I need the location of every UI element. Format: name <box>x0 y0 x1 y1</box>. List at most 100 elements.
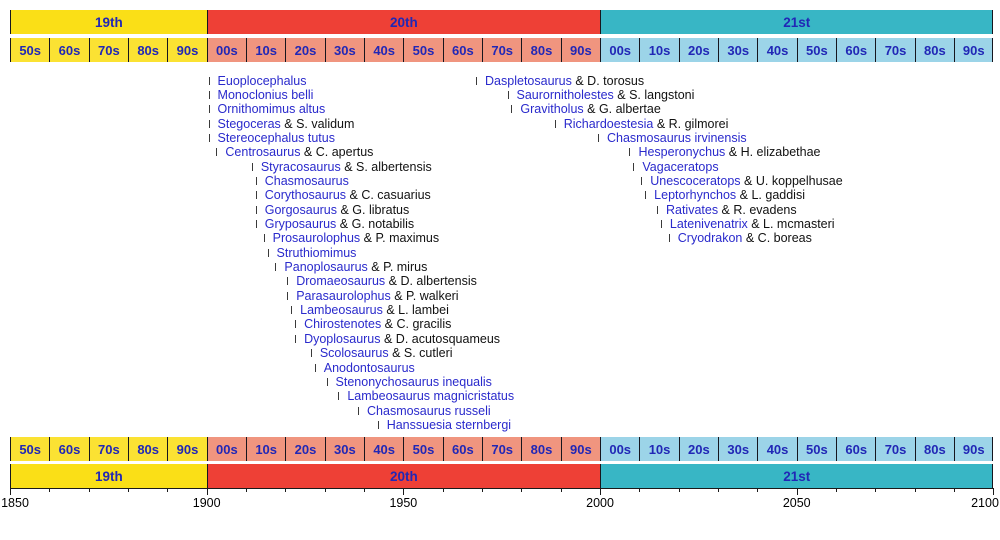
taxon-link[interactable]: Scolosaurus <box>319 346 389 361</box>
year-tick-icon <box>656 205 658 214</box>
taxon-species: & L. lambei <box>382 303 449 318</box>
taxon-link[interactable]: Dyoplosaurus <box>304 331 381 346</box>
axis-minor-tick <box>442 488 444 492</box>
decade-label: 90s <box>570 42 592 58</box>
decade-cell: 10s <box>639 38 679 62</box>
decade-cell: 70s <box>482 437 522 461</box>
year-tick-icon <box>597 133 599 142</box>
taxon-entry: Lambeosaurus & L. lambei <box>291 303 449 317</box>
decade-label: 60s <box>58 441 81 457</box>
decade-cell: 30s <box>718 437 758 461</box>
taxon-entry: Vagaceratops <box>633 159 719 174</box>
taxon-link[interactable]: Chirostenotes <box>304 317 382 332</box>
taxon-link[interactable]: Monoclonius belli <box>217 87 314 102</box>
taxon-link[interactable]: Saurornitholestes <box>516 87 614 102</box>
axis-minor-tick <box>482 488 484 492</box>
taxon-entry: Latenivenatrix & L. mcmasteri <box>660 217 835 231</box>
taxon-link[interactable]: Lambeosaurus <box>300 303 383 318</box>
taxon-entry: Dyoplosaurus & D. acutosquameus <box>295 332 500 346</box>
axis-minor-tick <box>718 488 720 492</box>
taxon-species: & U. koppelhusae <box>740 173 843 188</box>
taxon-species: & G. libratus <box>337 202 410 217</box>
decade-label: 00s <box>215 441 238 457</box>
decade-cell: 30s <box>718 38 758 62</box>
taxon-link[interactable]: Dromaeosaurus <box>296 274 386 289</box>
taxon-link[interactable]: Chasmosaurus irvinensis <box>606 130 747 145</box>
decade-cell: 70s <box>875 437 915 461</box>
year-tick-icon <box>255 176 257 185</box>
taxon-link[interactable]: Stereocephalus tutus <box>217 130 335 145</box>
year-tick-icon <box>208 119 210 128</box>
taxon-link[interactable]: Lambeosaurus magnicristatus <box>347 389 515 404</box>
taxon-link[interactable]: Styracosaurus <box>260 159 341 174</box>
decade-label: 20s <box>688 441 710 457</box>
taxon-link[interactable]: Latenivenatrix <box>669 217 748 231</box>
decade-cell: 20s <box>285 38 325 62</box>
decade-cell: 80s <box>128 437 168 461</box>
taxon-link[interactable]: Gravitholus <box>520 102 584 117</box>
decade-cell: 90s <box>167 437 207 461</box>
decade-cell: 00s <box>206 38 246 62</box>
year-tick-icon <box>208 90 210 99</box>
taxon-link[interactable]: Ornithomimus altus <box>217 102 326 117</box>
taxon-link[interactable]: Gorgosaurus <box>264 202 338 217</box>
decade-label: 70s <box>97 441 120 457</box>
decade-cell: 50s <box>796 38 837 62</box>
taxon-link[interactable]: Stenonychosaurus inequalis <box>335 374 492 389</box>
taxon-species: & S. langstoni <box>613 87 695 102</box>
axis-minor-tick <box>128 488 129 492</box>
decade-label: 90s <box>570 441 592 457</box>
taxon-link[interactable]: Unescoceratops <box>650 173 741 188</box>
decade-cell: 30s <box>324 38 365 62</box>
century-label: 20th <box>389 468 418 484</box>
century-label: 21st <box>783 468 811 484</box>
taxon-link[interactable]: Struthiomimus <box>276 245 357 260</box>
taxon-link[interactable]: Chasmosaurus russeli <box>367 403 491 418</box>
year-tick-icon <box>668 234 670 243</box>
taxon-link[interactable]: Leptorhynchos <box>654 188 737 203</box>
decade-cell: 40s <box>364 437 404 461</box>
taxon-link[interactable]: Gryposaurus <box>264 217 337 231</box>
taxon-link[interactable]: Panoplosaurus <box>284 260 368 275</box>
taxon-entry: Saurornitholestes & S. langstoni <box>507 87 695 102</box>
taxon-entry: Struthiomimus <box>267 245 357 260</box>
taxon-link[interactable]: Prosaurolophus <box>272 231 361 246</box>
decade-cell: 60s <box>836 437 876 461</box>
taxon-entry: Hesperonychus & H. elizabethae <box>629 145 821 160</box>
taxon-link[interactable]: Richardoestesia <box>563 116 654 131</box>
taxon-link[interactable]: Stegoceras <box>217 116 281 131</box>
decade-cell: 10s <box>246 437 286 461</box>
taxon-link[interactable]: Cryodrakon <box>677 231 743 246</box>
taxon-species: & S. albertensis <box>340 159 432 174</box>
taxon-link[interactable]: Hanssuesia sternbergi <box>386 417 512 432</box>
decade-cell: 40s <box>757 38 797 62</box>
axis-year-label: 2000 <box>586 496 614 510</box>
decade-label: 60s <box>452 42 474 58</box>
year-tick-icon <box>275 263 277 272</box>
taxon-species: & H. elizabethae <box>725 145 821 160</box>
taxon-link[interactable]: Vagaceratops <box>642 159 719 174</box>
decade-label: 80s <box>924 42 946 58</box>
decade-cell: 10s <box>639 437 679 461</box>
taxon-link[interactable]: Chasmosaurus <box>264 173 349 188</box>
decade-cell: 70s <box>875 38 915 62</box>
year-tick-icon <box>287 291 289 300</box>
taxon-link[interactable]: Centrosaurus <box>225 145 301 160</box>
decade-cell: 80s <box>914 437 955 461</box>
taxon-link[interactable]: Rativates <box>665 202 719 217</box>
decade-label: 40s <box>373 42 396 58</box>
axis-minor-tick <box>364 488 366 492</box>
decade-label: 60s <box>452 441 474 457</box>
taxon-link[interactable]: Daspletosaurus <box>485 73 572 88</box>
decade-label: 50s <box>412 441 435 457</box>
taxon-link[interactable]: Parasaurolophus <box>296 288 391 303</box>
taxon-link[interactable]: Euoplocephalus <box>217 73 307 88</box>
taxon-link[interactable]: Corythosaurus <box>264 188 347 203</box>
taxon-link[interactable]: Hesperonychus <box>638 145 726 160</box>
decade-label: 10s <box>648 42 671 58</box>
taxon-entry: Stereocephalus tutus <box>208 130 335 145</box>
axis-minor-tick <box>875 488 877 492</box>
year-tick-icon <box>208 105 210 114</box>
taxon-link[interactable]: Anodontosaurus <box>323 360 415 375</box>
axis-minor-tick <box>521 488 523 492</box>
